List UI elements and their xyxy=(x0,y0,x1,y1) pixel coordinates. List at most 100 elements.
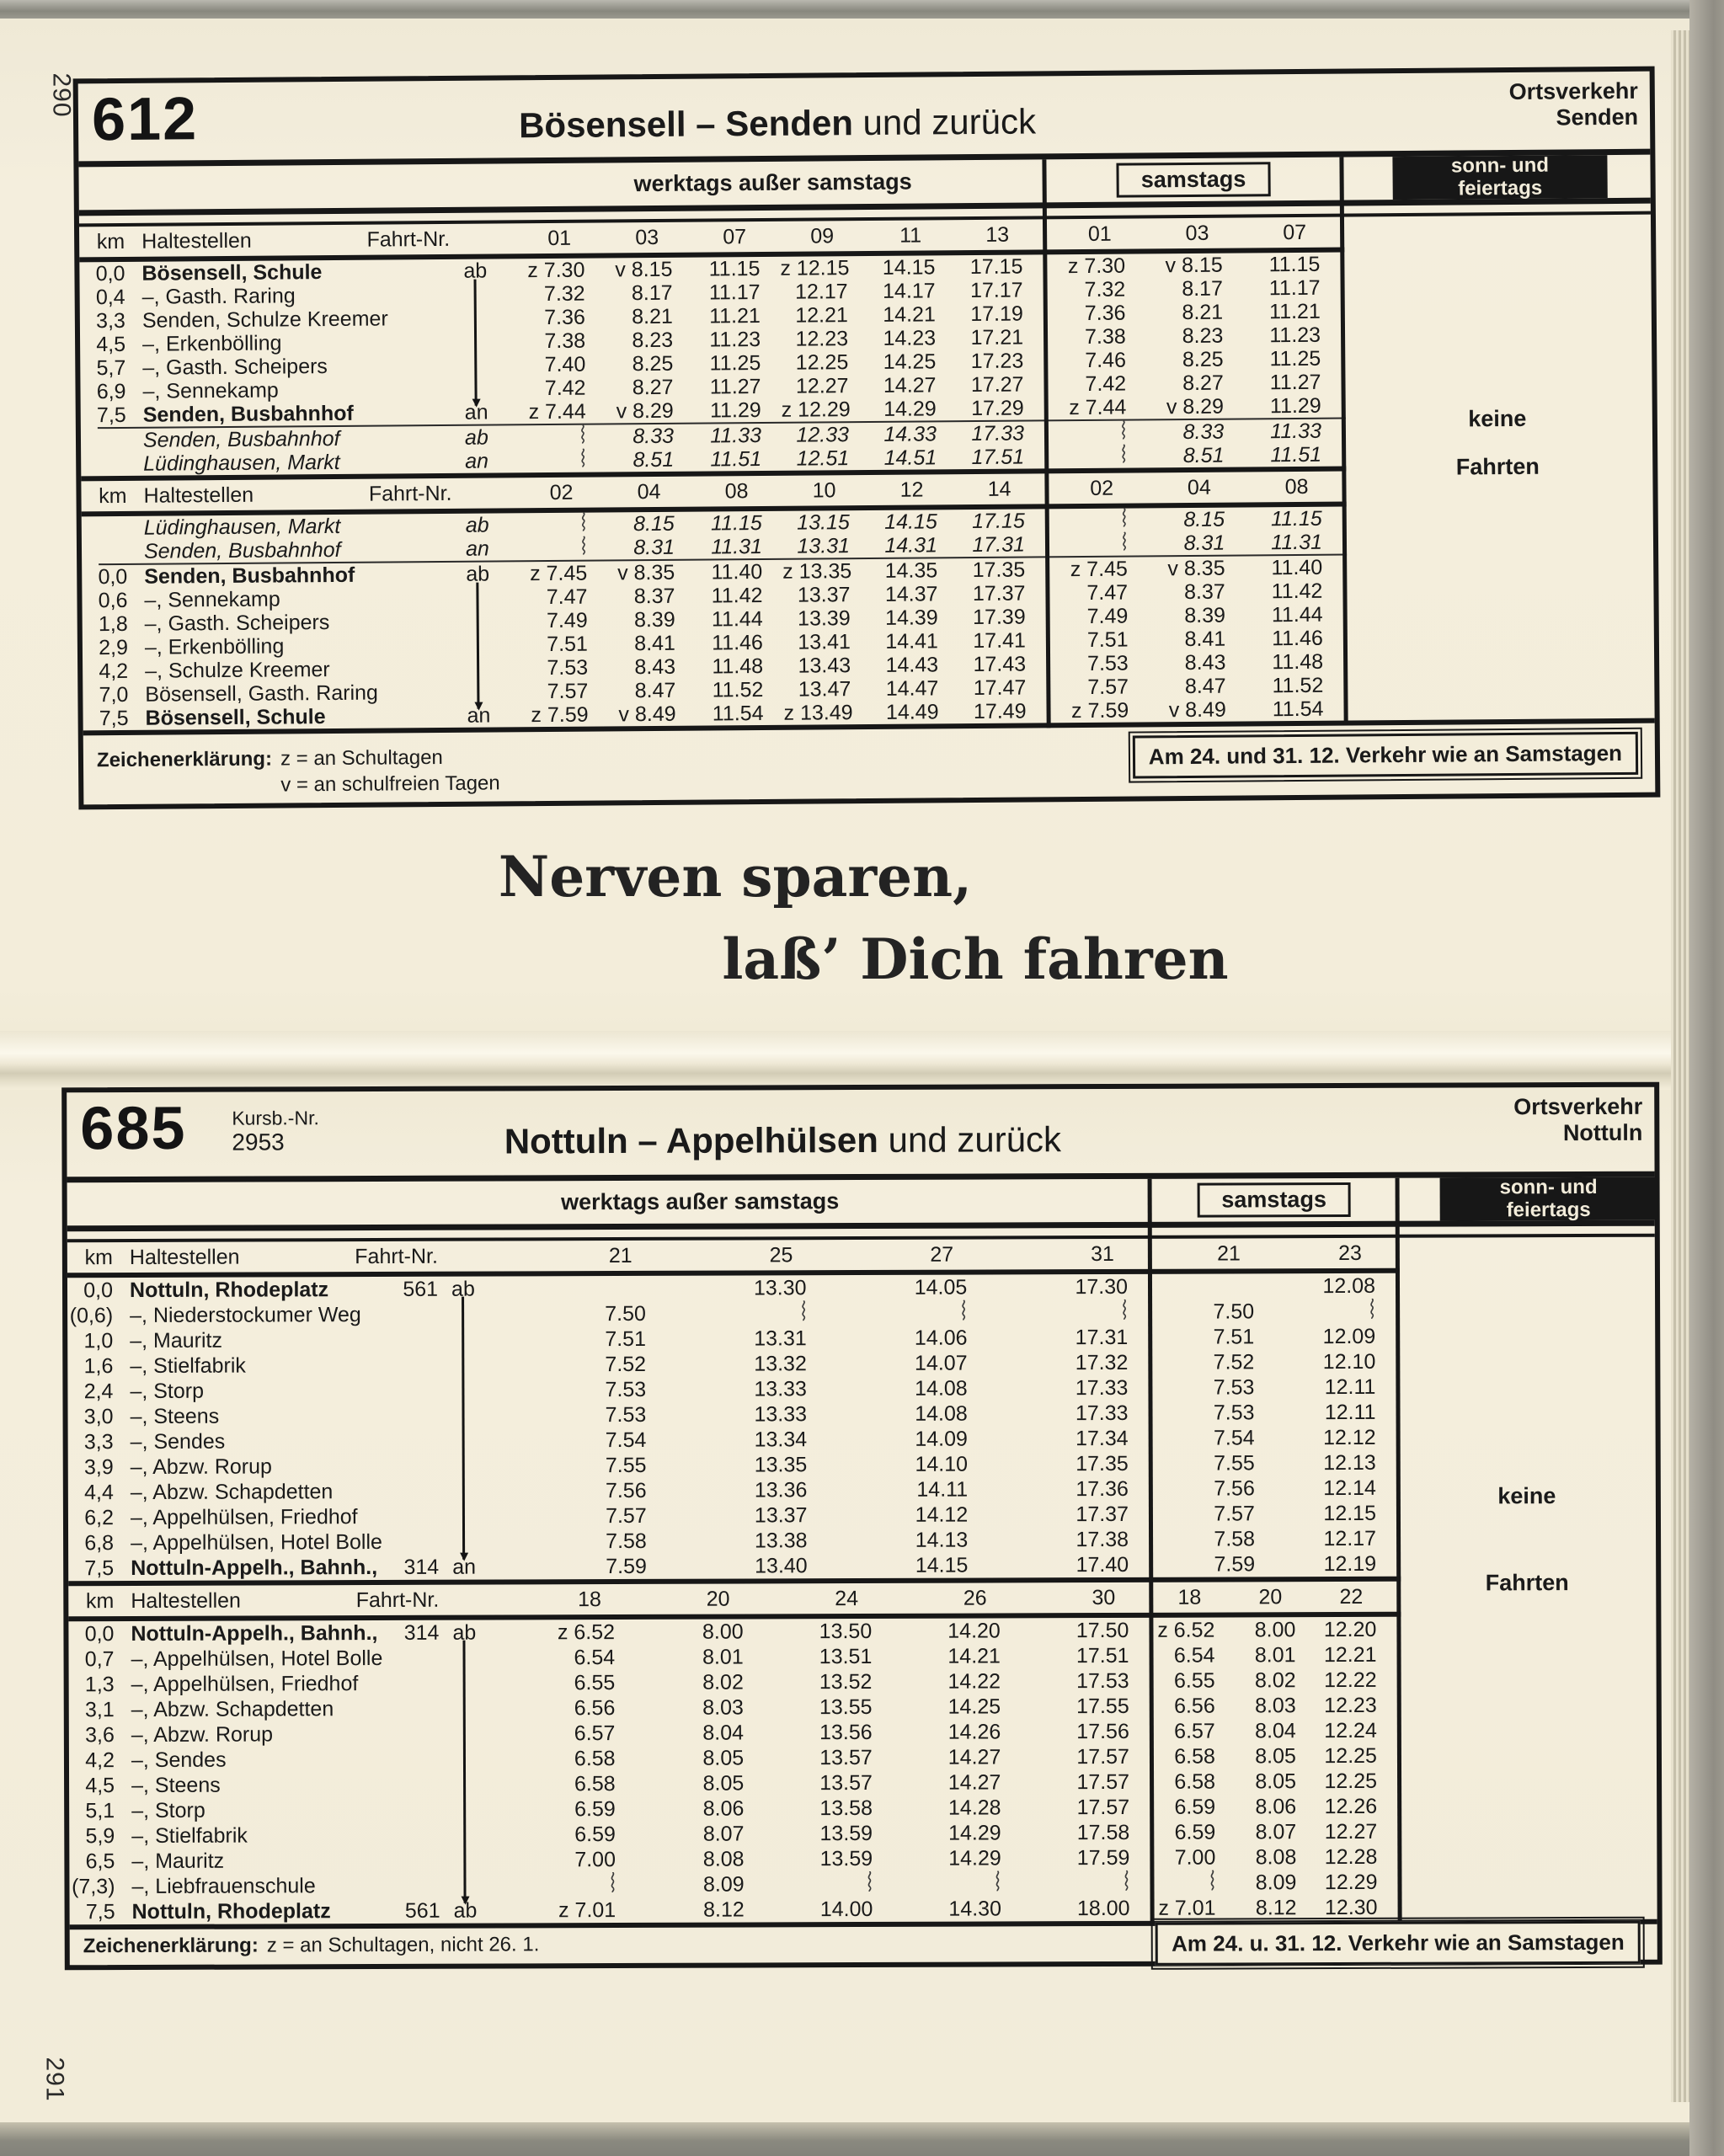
timetable-612-header: 612 Bösensell – Senden und zurück Ortsve… xyxy=(78,72,1651,162)
time-cell: 11.52 xyxy=(1272,673,1324,697)
time-cell: 12.25 xyxy=(1324,1769,1378,1793)
departure-arrival-flag xyxy=(451,341,518,342)
slogan-line2: laß’ Dich fahren xyxy=(722,926,1229,992)
through-service-squiggle xyxy=(1120,419,1127,445)
stop-name: –, Stielfabrik xyxy=(121,1353,438,1378)
time-cell: 6.58 xyxy=(1174,1769,1216,1794)
time-cell: 8.31 xyxy=(1183,531,1225,555)
time-cell: 17.43 xyxy=(973,652,1027,676)
time-cell: z 7.30 xyxy=(527,258,585,282)
stop-name-text: –, Stielfabrik xyxy=(130,1353,246,1378)
stop-name-text: –, Sennekamp xyxy=(142,377,279,403)
km-value: 7,0 xyxy=(99,682,129,707)
time-cell: 8.09 xyxy=(702,1871,745,1897)
time-cell: 13.59 xyxy=(819,1846,873,1870)
stop-name: –, Abzw. Schapdetten xyxy=(122,1479,439,1504)
stop-name-text: Nottuln-Appelh., Bahnh., xyxy=(131,1620,378,1646)
time-cell: 11.17 xyxy=(1268,275,1321,300)
km-value: 7,5 xyxy=(99,706,129,730)
time-cell: 13.40 xyxy=(755,1553,808,1577)
km-value xyxy=(82,528,136,529)
stop-name: Nottuln, Rhodeplatz 561 xyxy=(124,1898,440,1924)
time-cell: 7.32 xyxy=(1084,277,1126,302)
time-cell: 6.59 xyxy=(574,1822,616,1846)
stop-name-text: –, Schulze Kreemer xyxy=(145,657,330,683)
time-cell: 13.59 xyxy=(819,1821,873,1845)
time-cell: 17.38 xyxy=(1075,1527,1129,1551)
stop-name-text: –, Steens xyxy=(131,1773,221,1797)
time-cell: 14.21 xyxy=(883,302,936,327)
time-cell: z 7.59 xyxy=(531,702,589,727)
departure-arrival-flag xyxy=(453,691,520,692)
km-value: 0,0 xyxy=(95,261,125,286)
time-cell: 8.43 xyxy=(634,654,676,679)
time-cell: 8.33 xyxy=(632,424,675,448)
flag-header xyxy=(452,493,520,494)
legend-label: Zeichenerklärung: xyxy=(83,1934,259,1958)
time-cell: 8.05 xyxy=(702,1745,745,1770)
time-cell: 7.53 xyxy=(547,655,589,680)
time-cell: 14.27 xyxy=(947,1769,1001,1795)
timetable-rows: 0,0 Bösensell, Schule ab z 7.30 v 8.15 11.15 z… xyxy=(79,250,1652,477)
time-cell: 8.21 xyxy=(1182,300,1224,324)
time-cell: 11.48 xyxy=(712,654,764,678)
stop-name-text: Bösensell, Schule xyxy=(145,704,326,730)
time-cell: 17.33 xyxy=(1075,1375,1129,1400)
time-cell: 14.29 xyxy=(883,396,937,421)
time-cell: 11.51 xyxy=(710,446,762,471)
km-value xyxy=(81,464,135,465)
km-value: 0,6 xyxy=(98,588,128,612)
km-value: 0,0 xyxy=(98,564,128,589)
trip-number: 18 xyxy=(578,1587,601,1611)
time-cell: 7.57 xyxy=(547,679,589,703)
time-cell: 7.47 xyxy=(546,584,588,609)
time-cell: 14.15 xyxy=(882,254,936,280)
stop-name: –, Gasth. Scheipers xyxy=(136,609,453,636)
trip-number: 07 xyxy=(723,224,747,248)
time-cell: 17.40 xyxy=(1075,1552,1129,1577)
time-cell: 14.13 xyxy=(915,1528,969,1552)
time-cell: z 7.01 xyxy=(558,1897,616,1922)
time-cell: 7.38 xyxy=(1084,324,1126,349)
stop-name-text: Nottuln-Appelh., Bahnh., xyxy=(131,1555,378,1580)
time-cell: v 8.35 xyxy=(1167,556,1225,580)
departure-arrival-flag xyxy=(451,388,519,389)
time-cell: 8.02 xyxy=(702,1669,744,1694)
time-cell: 12.21 xyxy=(795,302,848,328)
time-cell: v 8.15 xyxy=(615,257,673,281)
time-cell: 7.40 xyxy=(544,352,586,376)
time-cell: 13.15 xyxy=(797,510,850,535)
time-cell: v 8.15 xyxy=(1165,253,1223,277)
time-cell: 17.31 xyxy=(972,532,1026,557)
km-value: 3,0 xyxy=(83,1404,114,1428)
stop-name: –, Appelhülsen, Friedhof xyxy=(123,1671,440,1696)
through-service-squiggle xyxy=(609,1870,616,1898)
time-cell: 14.05 xyxy=(914,1275,968,1299)
time-cell: 12.27 xyxy=(1324,1819,1378,1844)
time-cell: 7.52 xyxy=(1213,1349,1255,1374)
time-cell: 11.33 xyxy=(1270,419,1322,443)
timetable-row: Lüdinghausen, Markt ab 8.15 11.15 13.15 14.15… xyxy=(82,504,1653,541)
time-cell: 8.01 xyxy=(702,1644,744,1669)
legend-line: v = an schulfreien Tagen xyxy=(280,771,500,797)
time-cell: 8.51 xyxy=(632,447,675,472)
time-cell: 11.25 xyxy=(709,350,761,375)
time-cell: 11.15 xyxy=(1270,506,1322,531)
time-cell: 13.31 xyxy=(797,533,851,558)
time-cell: 11.17 xyxy=(708,280,761,304)
time-cell: 14.51 xyxy=(883,445,937,470)
time-cell: 14.00 xyxy=(819,1897,873,1921)
time-cell: 18.00 xyxy=(1076,1896,1130,1920)
time-cell: 7.38 xyxy=(544,328,586,353)
time-cell: 6.54 xyxy=(574,1645,616,1669)
legend-lines: z = an Schultagen v = an schulfreien Tag… xyxy=(280,744,500,798)
saturday-band-segment: samstags xyxy=(1047,157,1339,203)
time-cell: 14.30 xyxy=(948,1896,1002,1921)
through-service-squiggle xyxy=(579,424,586,449)
time-cell: 14.08 xyxy=(915,1401,968,1426)
time-cell: 7.36 xyxy=(544,305,585,329)
time-cell: 17.51 xyxy=(1075,1643,1129,1668)
time-cell: 8.04 xyxy=(1255,1718,1296,1742)
stop-name: –, Appelhülsen, Hotel Bolle xyxy=(122,1646,439,1671)
time-cell: 7.46 xyxy=(1085,348,1127,372)
